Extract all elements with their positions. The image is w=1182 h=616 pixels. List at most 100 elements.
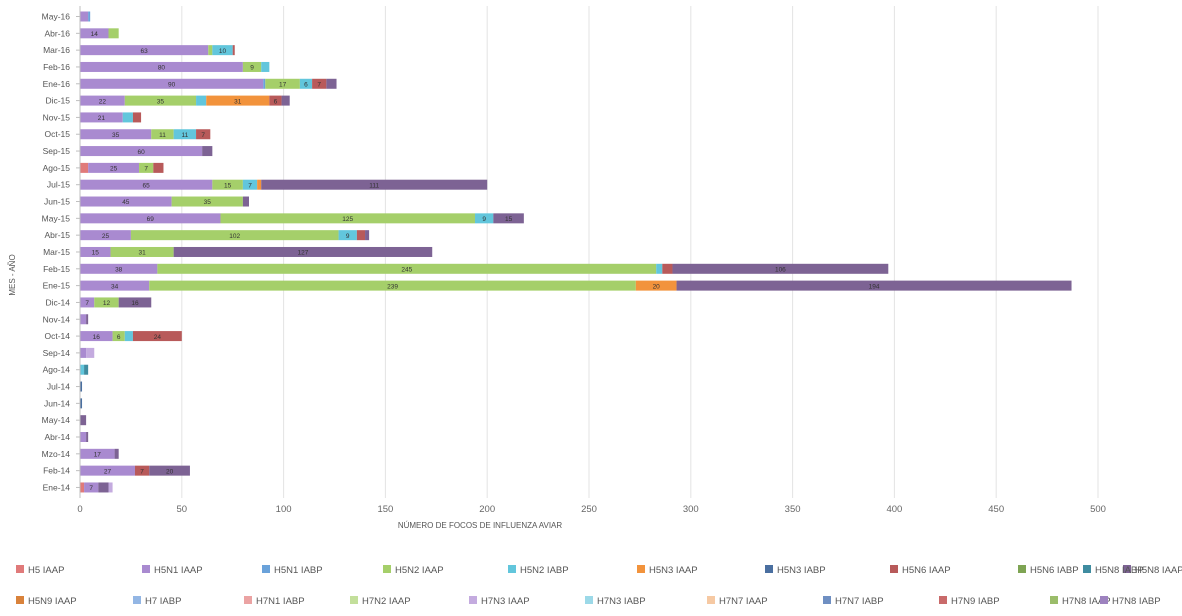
y-tick-label: Jul-15 xyxy=(47,180,70,190)
bar-segment xyxy=(202,146,213,157)
data-label: 239 xyxy=(387,283,398,290)
legend-label: H7N7 IABP xyxy=(835,596,884,607)
bar-segment xyxy=(80,230,131,241)
legend-swatch xyxy=(637,565,645,573)
legend-label: H5N1 IAAP xyxy=(154,565,203,576)
data-label: 63 xyxy=(141,48,149,55)
bar-segment xyxy=(94,297,119,308)
bar-segment xyxy=(676,280,1072,291)
legend-label: H7N8 IAAP xyxy=(1062,596,1111,607)
bar-segment xyxy=(88,11,91,22)
bar-segment xyxy=(86,432,89,442)
legend-swatch xyxy=(1018,565,1026,573)
bar-segment xyxy=(80,381,83,392)
legend-swatch xyxy=(890,565,898,573)
bar-segment xyxy=(108,28,119,39)
legend-label: H5N1 IABP xyxy=(274,565,323,576)
x-tick-label: 450 xyxy=(988,504,1004,515)
data-label: 111 xyxy=(369,182,379,189)
data-label: 65 xyxy=(143,182,151,189)
x-tick-label: 50 xyxy=(177,504,188,515)
x-tick-label: 150 xyxy=(377,504,393,515)
bar-segment xyxy=(269,95,282,106)
bar-segment xyxy=(132,331,182,342)
data-label: 21 xyxy=(98,115,106,122)
data-label: 7 xyxy=(89,485,93,492)
bar-segment xyxy=(208,45,213,56)
y-tick-label: Mzo-14 xyxy=(42,449,71,459)
bar-segment xyxy=(80,448,115,459)
y-tick-label: Mar-15 xyxy=(43,247,70,257)
data-label: 35 xyxy=(204,199,212,206)
x-tick-label: 350 xyxy=(785,504,801,515)
legend-swatch xyxy=(585,596,593,604)
bar-segment xyxy=(130,230,339,241)
bar-segment xyxy=(312,78,327,89)
y-tick-label: Abr-15 xyxy=(44,230,70,240)
data-label: 10 xyxy=(219,48,227,55)
bar-segment xyxy=(110,246,174,257)
data-label: 38 xyxy=(115,267,123,274)
legend-label: H5N3 IABP xyxy=(777,565,826,576)
legend-swatch xyxy=(508,565,516,573)
bar-segment xyxy=(80,314,87,325)
bar-segment xyxy=(80,146,203,157)
data-label: 15 xyxy=(92,250,100,257)
y-tick-label: Sep-15 xyxy=(43,146,71,156)
bar-segment xyxy=(173,246,433,257)
data-label: 11 xyxy=(159,132,166,139)
bar-segment xyxy=(232,45,235,56)
legend-label: H5N8 IAAP xyxy=(1135,565,1182,576)
legend-swatch xyxy=(1123,565,1131,573)
legend-swatch xyxy=(1083,565,1091,573)
bar-segment xyxy=(84,482,99,493)
data-label: 80 xyxy=(158,65,166,72)
legend-label: H7N2 IAAP xyxy=(362,596,411,607)
y-tick-label: Jun-14 xyxy=(44,398,70,408)
bar-segment xyxy=(80,280,150,291)
legend-swatch xyxy=(16,596,24,604)
bar-segment xyxy=(80,482,85,493)
data-label: 11 xyxy=(181,132,188,139)
bar-segment xyxy=(80,112,123,123)
bar-segment xyxy=(151,129,174,140)
data-label: 102 xyxy=(229,233,240,240)
bar-segment xyxy=(173,129,197,140)
y-tick-label: Abr-16 xyxy=(44,28,70,38)
bar-segment xyxy=(474,213,494,224)
bar-segment xyxy=(112,331,125,342)
data-label: 6 xyxy=(304,81,308,88)
bar-segment xyxy=(86,314,89,325)
bar-segment xyxy=(98,482,109,493)
bar-segment xyxy=(261,179,488,190)
legend-label: H5N3 IAAP xyxy=(649,565,698,576)
x-tick-label: 100 xyxy=(276,504,292,515)
axes: 0 50 100 150 200 250 300 350 400 450 500 May-16 Abr-… xyxy=(42,6,1106,515)
bar-segment xyxy=(206,95,270,106)
bar-segment xyxy=(108,482,113,493)
legend-swatch xyxy=(16,565,24,573)
x-tick-label: 400 xyxy=(886,504,902,515)
y-tick-label: Mar-16 xyxy=(43,45,70,55)
data-label: 90 xyxy=(168,81,176,88)
data-label: 15 xyxy=(224,182,232,189)
bar-segment xyxy=(80,347,87,358)
bar-segment xyxy=(114,448,119,459)
bar-segment xyxy=(86,347,95,358)
bar-segment xyxy=(149,465,190,476)
data-label: 7 xyxy=(144,166,148,173)
y-tick-label: Oct-15 xyxy=(44,129,70,139)
bar-segment xyxy=(118,297,152,308)
bar-segment xyxy=(242,196,249,207)
y-tick-label: May-16 xyxy=(42,12,71,22)
y-tick-label: Ene-14 xyxy=(43,482,71,492)
x-tick-label: 0 xyxy=(77,504,82,515)
data-label: 31 xyxy=(138,250,146,257)
bar-segment xyxy=(139,162,154,173)
y-tick-label: Feb-14 xyxy=(43,466,70,476)
legend-swatch xyxy=(350,596,358,604)
bar-segment xyxy=(242,61,262,72)
bar-segment xyxy=(212,179,243,190)
y-tick-label: Feb-15 xyxy=(43,264,70,274)
bar-segment xyxy=(88,162,140,173)
